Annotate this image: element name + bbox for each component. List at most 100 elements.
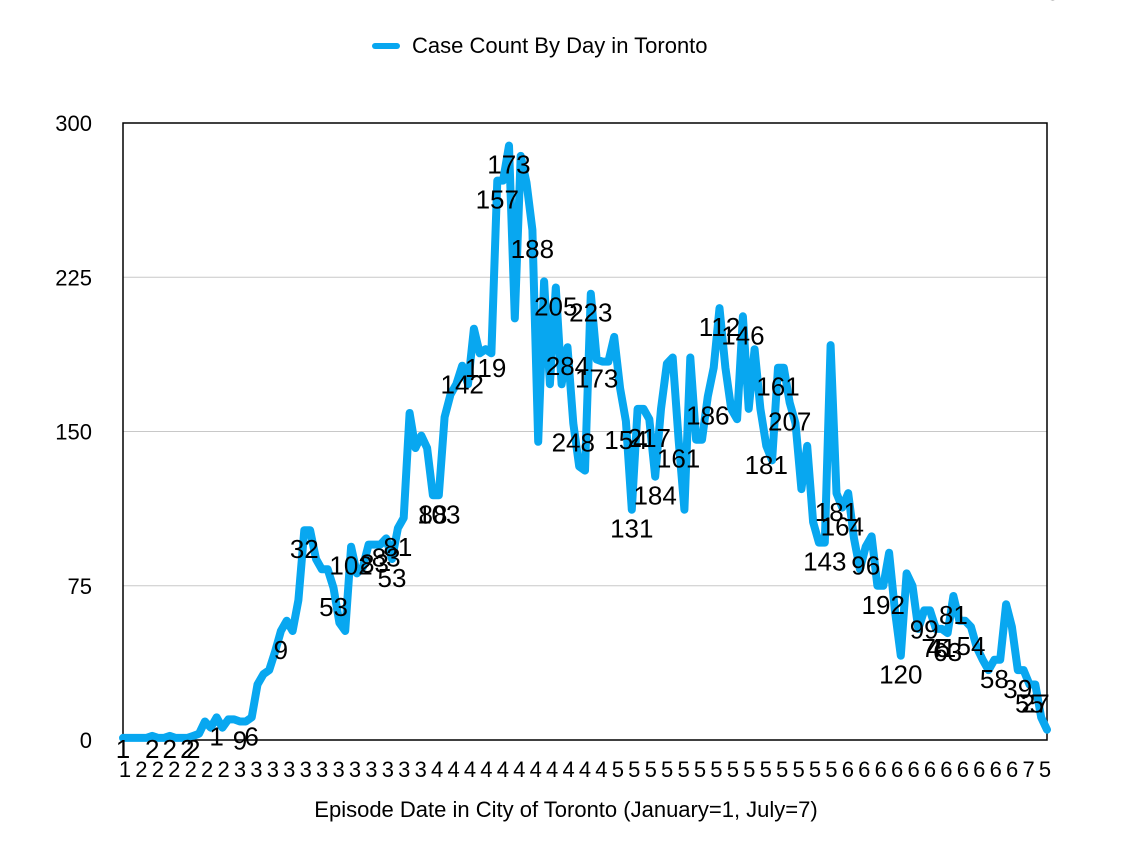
- x-tick-label: 4: [562, 757, 574, 782]
- y-tick-label: 0: [80, 728, 92, 753]
- x-tick-label: 4: [579, 757, 591, 782]
- data-labels: 1 2 2 22 1 9693253102838381538810314211915717…: [116, 0, 1060, 764]
- x-tick-label: 4: [530, 757, 542, 782]
- series-lines: [119, 141, 1051, 742]
- x-tick-label: 6: [842, 757, 854, 782]
- x-tick-label: 3: [316, 757, 328, 782]
- data-label: 63: [933, 637, 962, 667]
- x-tick-label: 6: [957, 757, 969, 782]
- data-label: 173: [575, 364, 618, 394]
- data-label: 102: [329, 551, 372, 581]
- data-label: 83: [372, 542, 401, 572]
- x-tick-label: 5: [677, 757, 689, 782]
- x-tick-label: 4: [480, 757, 492, 782]
- x-tick-label: 6: [990, 757, 1002, 782]
- data-label: 99: [910, 614, 939, 644]
- x-tick-label: 5: [760, 757, 772, 782]
- x-tick-label: 5: [628, 757, 640, 782]
- x-axis-title: Episode Date in City of Toronto (January…: [314, 797, 818, 822]
- data-label: 207: [768, 407, 811, 437]
- axes: [122, 122, 1048, 741]
- data-label: 96: [851, 551, 880, 581]
- x-tick-label: 4: [464, 757, 476, 782]
- data-label: 205: [534, 292, 577, 322]
- data-label: 119: [465, 353, 506, 383]
- y-tick-label: 300: [55, 111, 92, 136]
- x-tick-label: 6: [858, 757, 870, 782]
- data-label: 120: [879, 660, 922, 690]
- data-label: 161: [657, 444, 700, 474]
- x-tick-label: 3: [267, 757, 279, 782]
- x-tick-label: 3: [398, 757, 410, 782]
- x-tick-label: 2: [152, 757, 164, 782]
- x-tick-label: 4: [497, 757, 509, 782]
- data-label: 27: [1021, 688, 1050, 718]
- x-tick-label: 3: [365, 757, 377, 782]
- data-label: 248: [552, 427, 595, 457]
- data-label: 188: [511, 234, 554, 264]
- data-label: 9: [233, 725, 247, 755]
- x-tick-label: 6: [940, 757, 952, 782]
- x-tick-label: 5: [809, 757, 821, 782]
- data-label: 5: [1046, 0, 1060, 6]
- x-tick-label: 5: [743, 757, 755, 782]
- data-label: 284: [546, 351, 589, 381]
- x-tick-label: 3: [382, 757, 394, 782]
- x-tick-label: 2: [201, 757, 213, 782]
- data-label: 217: [628, 423, 671, 453]
- x-tick-label: 2: [217, 757, 229, 782]
- data-label: 2: [186, 734, 200, 764]
- x-tick-label: 2: [135, 757, 147, 782]
- x-tick-label: 5: [1039, 757, 1051, 782]
- data-label: 143: [803, 547, 846, 577]
- data-label: 81: [939, 600, 968, 630]
- data-label: 6: [244, 721, 258, 751]
- x-tick-label: 5: [825, 757, 837, 782]
- x-tick-label: 5: [792, 757, 804, 782]
- data-label: 161: [756, 372, 799, 402]
- x-tick-label: 3: [250, 757, 262, 782]
- data-label: 88: [418, 499, 447, 529]
- legend-label: Case Count By Day in Toronto: [412, 33, 708, 58]
- data-label: 112: [699, 312, 740, 342]
- data-label: 53: [378, 563, 407, 593]
- y-tick-label: 225: [55, 265, 92, 290]
- x-tick-label: 3: [415, 757, 427, 782]
- x-tick-label: 3: [283, 757, 295, 782]
- x-tick-label: 3: [300, 757, 312, 782]
- x-tick-label: 4: [431, 757, 443, 782]
- data-label: 58: [980, 664, 1009, 694]
- x-tick-label: 6: [891, 757, 903, 782]
- data-label: 2: [180, 734, 194, 764]
- data-label: 32: [290, 534, 319, 564]
- x-tick-label: 2: [168, 757, 180, 782]
- data-label: 2: [163, 734, 177, 764]
- data-label: 1: [116, 734, 130, 764]
- data-label: 186: [686, 401, 729, 431]
- x-tick-label: 7: [1022, 757, 1034, 782]
- x-tick-label: 3: [234, 757, 246, 782]
- x-tick-label: 5: [612, 757, 624, 782]
- x-tick-label: 5: [776, 757, 788, 782]
- data-label: 173: [487, 150, 530, 180]
- data-label: 157: [476, 185, 519, 215]
- y-tick-label: 75: [68, 574, 92, 599]
- data-label: 75: [921, 633, 950, 663]
- x-tick-label: 2: [185, 757, 197, 782]
- data-label: 41: [927, 633, 956, 663]
- x-tick-label: 4: [447, 757, 459, 782]
- x-tick-label: 5: [694, 757, 706, 782]
- x-tick-label: 4: [546, 757, 558, 782]
- x-tick-label: 4: [595, 757, 607, 782]
- data-label: 181: [815, 497, 858, 527]
- x-tick-label: 6: [1006, 757, 1018, 782]
- legend: Case Count By Day in Toronto: [372, 30, 708, 62]
- data-label: 142: [440, 370, 483, 400]
- x-tick-label: 1: [119, 757, 131, 782]
- data-label: 54: [957, 631, 986, 661]
- data-label: 39: [1003, 674, 1032, 704]
- x-tick-label: 4: [513, 757, 525, 782]
- data-label: 9: [274, 635, 288, 665]
